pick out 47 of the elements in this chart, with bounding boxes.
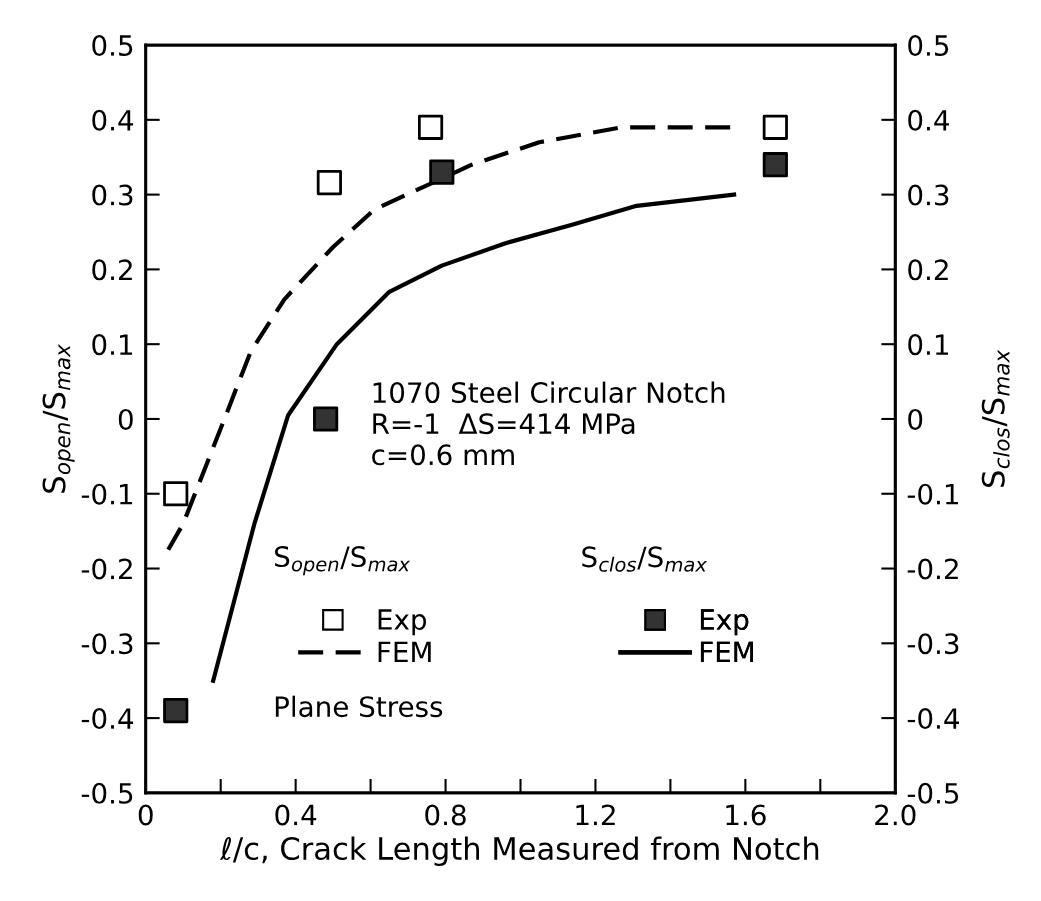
y-tick-label: 0.3	[92, 184, 133, 206]
y2-tick-label: 0	[908, 408, 923, 430]
x-tick-label: 1.2	[576, 804, 615, 826]
legend-label: Exp	[700, 609, 749, 636]
y-tick-label: -0.4	[81, 708, 134, 730]
point	[762, 152, 788, 178]
y2-tick-label: -0.3	[907, 633, 959, 655]
y-tick-label: 0.1	[92, 334, 133, 356]
y2-tick-label: 0.1	[908, 334, 948, 356]
annotation: Plane Stress	[275, 695, 443, 718]
y-tick-label: 0.5	[92, 34, 133, 56]
point	[429, 159, 455, 185]
y-tick-label: 0.4	[92, 109, 134, 131]
point	[417, 114, 444, 140]
x-tick-label: 0	[138, 804, 153, 826]
y2-tick-label: 0.3	[908, 184, 949, 206]
y2-tick-label: -0.2	[907, 558, 958, 580]
y-tick-label: -0.1	[81, 483, 133, 505]
y-axis-title: S$_{open}$/S$_{max}$	[42, 344, 75, 493]
x-tick-label: 0.4	[275, 804, 317, 826]
x-axis-title: ℓ/c, Crack Length Measured from Notch	[219, 836, 819, 866]
point	[313, 406, 339, 432]
annotation: S$_{open}$/S$_{max}$	[274, 546, 411, 576]
y-tick-label: 0	[118, 408, 133, 430]
y-tick-label: 0.2	[92, 259, 132, 281]
annotation: S$_{clos}$/S$_{max}$	[582, 546, 708, 572]
point	[163, 698, 189, 724]
y2-tick-label: 0.4	[908, 109, 949, 131]
y2-tick-label: 0.5	[908, 34, 949, 56]
y2-tick-label: 0.2	[908, 259, 948, 281]
y-tick-label: -0.2	[81, 558, 132, 580]
annotation: 1070 Steel Circular Notch R=-1 ΔS=414 MPa c=0.6 mm	[372, 381, 725, 466]
y2-axis-title: S$_{clos}$/S$_{max}$	[981, 349, 1010, 487]
y2-tick-label: -0.1	[907, 483, 959, 505]
legend-label: Exp	[378, 609, 427, 636]
y2-tick-label: -0.5	[907, 782, 959, 804]
point	[316, 170, 342, 196]
legend-label: FEM	[378, 641, 431, 663]
y2-tick-label: -0.4	[907, 708, 960, 730]
y-tick-label: -0.5	[81, 782, 133, 804]
y-tick-label: -0.3	[81, 633, 133, 655]
x-tick-label: 0.8	[425, 804, 466, 826]
point	[762, 114, 788, 140]
point	[163, 481, 189, 507]
legend-label: FEM	[700, 641, 754, 663]
x-tick-label: 1.6	[726, 804, 766, 826]
x-tick-label: 2.0	[875, 804, 916, 826]
